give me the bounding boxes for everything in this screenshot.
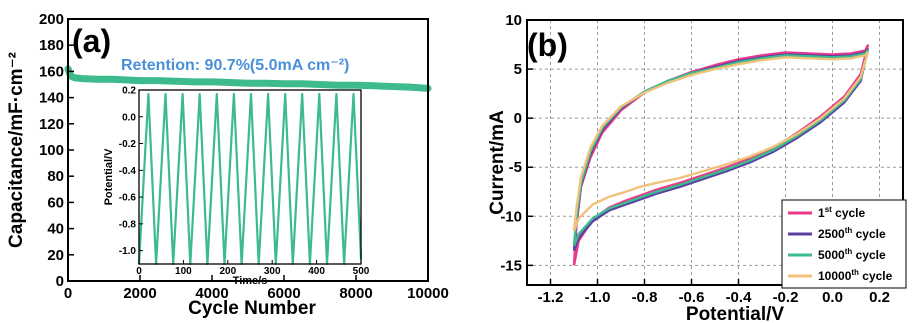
b-x-axis-title: Potential/V — [686, 304, 785, 323]
inset-y-tick-label: -0.2 — [119, 139, 137, 150]
inset-x-tick-label: 200 — [219, 266, 236, 277]
b-y-tick-label: -5 — [509, 159, 522, 176]
b-series-line-3 — [572, 51, 869, 232]
b-y-tick-label: 10 — [505, 12, 522, 29]
a-x-tick-label: 8000 — [339, 285, 372, 302]
a-y-tick-label: 140 — [39, 90, 64, 107]
b-x-tick-label: -1.2 — [538, 289, 564, 306]
a-y-axis-title: Capacitance/mF·cm⁻² — [6, 52, 27, 248]
a-y-tick-label: 80 — [47, 168, 64, 185]
b-panel-label: (b) — [527, 27, 568, 63]
b-legend-label-sup: th — [845, 226, 853, 235]
inset-x-tick-label: 400 — [308, 266, 325, 277]
b-series-line-0 — [572, 44, 869, 266]
a-x-axis-title: Cycle Number — [188, 298, 316, 319]
b-grid-lines — [527, 19, 903, 285]
b-y-axis-title: Current/mA — [487, 110, 508, 215]
b-x-tick-label: -0.6 — [679, 289, 705, 306]
b-plot-frame — [526, 19, 904, 286]
inset-potential-line — [137, 92, 363, 266]
b-legend-label-sup: th — [851, 268, 859, 277]
b-legend-label-base: 5000 — [818, 248, 845, 262]
b-legend-label: 2500th cycle — [818, 226, 886, 241]
a-retention-annotation: Retention: 90.7%(5.0mA cm⁻²) — [121, 57, 349, 74]
a-axis-ticks: 0 2000 4000 6000 8000 10000020406080100120140… — [39, 11, 449, 302]
b-y-tick-label: 0 — [514, 110, 522, 127]
inset-x-tick-label: 0 — [136, 266, 142, 277]
b-y-tick-label: -15 — [500, 257, 522, 274]
b-x-tick-label: -0.4 — [726, 289, 753, 306]
a-inset-chart: 0 100 200 300 400 500 -1.0 -0.8 -0.6 -0.4 -0.2 0.0 0… — [103, 86, 370, 288]
b-legend-label-tail: cycle — [859, 269, 893, 283]
panel-a-cycling-chart: 0 2000 4000 6000 8000 10000020406080100120140… — [6, 11, 449, 319]
a-y-tick-label: 60 — [47, 194, 64, 211]
inset-y-tick-label: -0.4 — [119, 166, 137, 177]
b-legend-label-tail: cycle — [852, 248, 886, 262]
b-legend-label-base: 1 — [818, 206, 825, 220]
inset-plot-frame — [138, 89, 362, 265]
b-legend-label-base: 10000 — [818, 269, 852, 283]
b-legend-label: 10000th cycle — [818, 268, 893, 283]
b-legend-label-sup: th — [845, 247, 853, 256]
a-x-tick-label: 4000 — [195, 285, 228, 302]
b-x-tick-label: -1.0 — [585, 289, 611, 306]
b-legend-label-sup: st — [825, 205, 832, 214]
b-legend-box — [781, 199, 907, 289]
inset-y-tick-label: 0.0 — [122, 112, 136, 123]
a-y-tick-label: 100 — [39, 142, 64, 159]
b-legend-label-tail: cycle — [832, 206, 866, 220]
a-panel-label: (a) — [72, 23, 111, 59]
a-series-line-0 — [64, 65, 432, 92]
a-y-tick-label: 0 — [56, 273, 64, 290]
b-y-tick-label: -10 — [500, 208, 522, 225]
a-y-tick-label: 40 — [47, 221, 64, 238]
inset-x-tick-label: 500 — [353, 266, 370, 277]
b-legend-label: 5000th cycle — [818, 247, 886, 262]
b-x-tick-label: -0.2 — [773, 289, 799, 306]
inset-axis-ticks: 0 100 200 300 400 500 -1.0 -0.8 -0.6 -0.4 -0.2 0.0 0… — [119, 86, 370, 278]
a-x-tick-label: 6000 — [267, 285, 300, 302]
a-y-tick-label: 160 — [39, 63, 64, 80]
a-data-series — [64, 65, 432, 92]
b-y-tick-label: 5 — [514, 61, 522, 78]
b-legend-label-base: 2500 — [818, 227, 845, 241]
inset-y-tick-label: 0.2 — [122, 86, 136, 97]
panel-b-cv-chart: -1.2 -1.0 -0.8 -0.6 -0.4 -0.2 0.0 0.2 -15 -10 -5 0 5… — [487, 12, 907, 323]
a-y-tick-label: 20 — [47, 247, 64, 264]
inset-y-axis-title: Potential/V — [103, 148, 115, 206]
inset-x-tick-label: 300 — [264, 266, 281, 277]
b-axis-ticks: -1.2 -1.0 -0.8 -0.6 -0.4 -0.2 0.0 0.2 -15 -10 -5 0 5… — [500, 12, 890, 306]
inset-y-tick-label: -0.8 — [119, 219, 137, 230]
a-x-tick-label: 10000 — [407, 285, 449, 302]
b-x-tick-label: 0.0 — [822, 289, 843, 306]
b-legend-label-tail: cycle — [852, 227, 886, 241]
inset-x-axis-title: Time/s — [233, 275, 268, 287]
b-legend-label: 1st cycle — [818, 205, 866, 220]
inset-x-tick-label: 100 — [175, 266, 192, 277]
inset-data-line — [137, 92, 363, 266]
b-data-series — [572, 44, 869, 266]
a-x-tick-label: 0 — [64, 285, 72, 302]
inset-y-tick-label: -1.0 — [119, 246, 137, 257]
a-y-tick-label: 200 — [39, 11, 64, 28]
a-x-tick-label: 2000 — [123, 285, 156, 302]
a-y-tick-label: 120 — [39, 116, 64, 133]
inset-y-tick-label: -0.6 — [119, 193, 137, 204]
a-y-tick-label: 180 — [39, 37, 64, 54]
b-x-tick-label: -0.8 — [632, 289, 658, 306]
b-x-tick-label: 0.2 — [869, 289, 890, 306]
